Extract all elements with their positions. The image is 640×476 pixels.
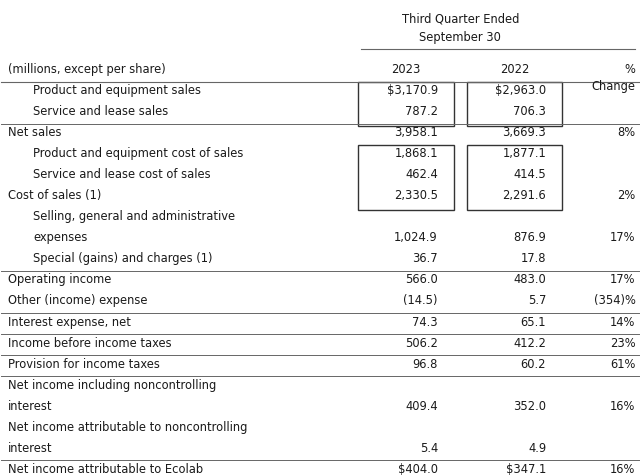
- Text: 36.7: 36.7: [412, 252, 438, 266]
- Text: 60.2: 60.2: [521, 357, 546, 370]
- Text: 17.8: 17.8: [521, 252, 546, 266]
- Text: 3,669.3: 3,669.3: [502, 127, 546, 139]
- Text: %: %: [625, 63, 636, 76]
- Text: (354)%: (354)%: [593, 295, 636, 307]
- Text: 8%: 8%: [618, 127, 636, 139]
- Text: Cost of sales (1): Cost of sales (1): [8, 189, 101, 202]
- Text: interest: interest: [8, 399, 52, 413]
- Text: 2022: 2022: [500, 63, 529, 76]
- Text: Service and lease cost of sales: Service and lease cost of sales: [33, 169, 211, 181]
- Text: Special (gains) and charges (1): Special (gains) and charges (1): [33, 252, 212, 266]
- Text: 4.9: 4.9: [528, 442, 546, 455]
- Text: Net income including noncontrolling: Net income including noncontrolling: [8, 378, 216, 391]
- Text: $404.0: $404.0: [398, 463, 438, 476]
- Text: (14.5): (14.5): [403, 295, 438, 307]
- Text: 483.0: 483.0: [513, 274, 546, 287]
- Text: 1,877.1: 1,877.1: [502, 148, 546, 160]
- Text: 876.9: 876.9: [513, 231, 546, 245]
- Text: 2,330.5: 2,330.5: [394, 189, 438, 202]
- Text: 17%: 17%: [610, 231, 636, 245]
- Text: 5.7: 5.7: [528, 295, 546, 307]
- Text: (millions, except per share): (millions, except per share): [8, 63, 166, 76]
- Bar: [358, 82, 454, 126]
- Text: Third Quarter Ended: Third Quarter Ended: [401, 13, 519, 26]
- Bar: [467, 82, 562, 126]
- Text: 14%: 14%: [610, 316, 636, 328]
- Text: Selling, general and administrative: Selling, general and administrative: [33, 210, 236, 224]
- Text: Net income attributable to noncontrolling: Net income attributable to noncontrollin…: [8, 420, 247, 434]
- Text: Change: Change: [591, 80, 636, 93]
- Text: 74.3: 74.3: [412, 316, 438, 328]
- Text: Income before income taxes: Income before income taxes: [8, 337, 172, 349]
- Text: expenses: expenses: [33, 231, 88, 245]
- Text: Provision for income taxes: Provision for income taxes: [8, 357, 159, 370]
- Text: 96.8: 96.8: [413, 357, 438, 370]
- Text: $2,963.0: $2,963.0: [495, 84, 546, 98]
- Text: 2,291.6: 2,291.6: [502, 189, 546, 202]
- Text: 462.4: 462.4: [405, 169, 438, 181]
- Text: Service and lease sales: Service and lease sales: [33, 106, 168, 119]
- Text: 5.4: 5.4: [420, 442, 438, 455]
- Text: 3,958.1: 3,958.1: [394, 127, 438, 139]
- Text: 409.4: 409.4: [405, 399, 438, 413]
- Text: $3,170.9: $3,170.9: [387, 84, 438, 98]
- Text: Operating income: Operating income: [8, 274, 111, 287]
- Text: September 30: September 30: [419, 31, 501, 44]
- Text: 17%: 17%: [610, 274, 636, 287]
- Text: 1,024.9: 1,024.9: [394, 231, 438, 245]
- Text: 65.1: 65.1: [521, 316, 546, 328]
- Text: $347.1: $347.1: [506, 463, 546, 476]
- Text: 1,868.1: 1,868.1: [394, 148, 438, 160]
- Text: 16%: 16%: [610, 463, 636, 476]
- Text: Other (income) expense: Other (income) expense: [8, 295, 147, 307]
- Text: Product and equipment cost of sales: Product and equipment cost of sales: [33, 148, 244, 160]
- Text: Net income attributable to Ecolab: Net income attributable to Ecolab: [8, 463, 203, 476]
- Text: 414.5: 414.5: [513, 169, 546, 181]
- Text: 16%: 16%: [610, 399, 636, 413]
- Text: 506.2: 506.2: [405, 337, 438, 349]
- Text: 2023: 2023: [391, 63, 420, 76]
- Text: 352.0: 352.0: [513, 399, 546, 413]
- Text: 787.2: 787.2: [405, 106, 438, 119]
- Text: interest: interest: [8, 442, 52, 455]
- Text: 706.3: 706.3: [513, 106, 546, 119]
- Text: 566.0: 566.0: [405, 274, 438, 287]
- Text: Interest expense, net: Interest expense, net: [8, 316, 131, 328]
- Bar: [358, 145, 454, 209]
- Text: 61%: 61%: [610, 357, 636, 370]
- Text: Product and equipment sales: Product and equipment sales: [33, 84, 201, 98]
- Text: Net sales: Net sales: [8, 127, 61, 139]
- Text: 23%: 23%: [610, 337, 636, 349]
- Bar: [467, 145, 562, 209]
- Text: 2%: 2%: [617, 189, 636, 202]
- Text: 412.2: 412.2: [513, 337, 546, 349]
